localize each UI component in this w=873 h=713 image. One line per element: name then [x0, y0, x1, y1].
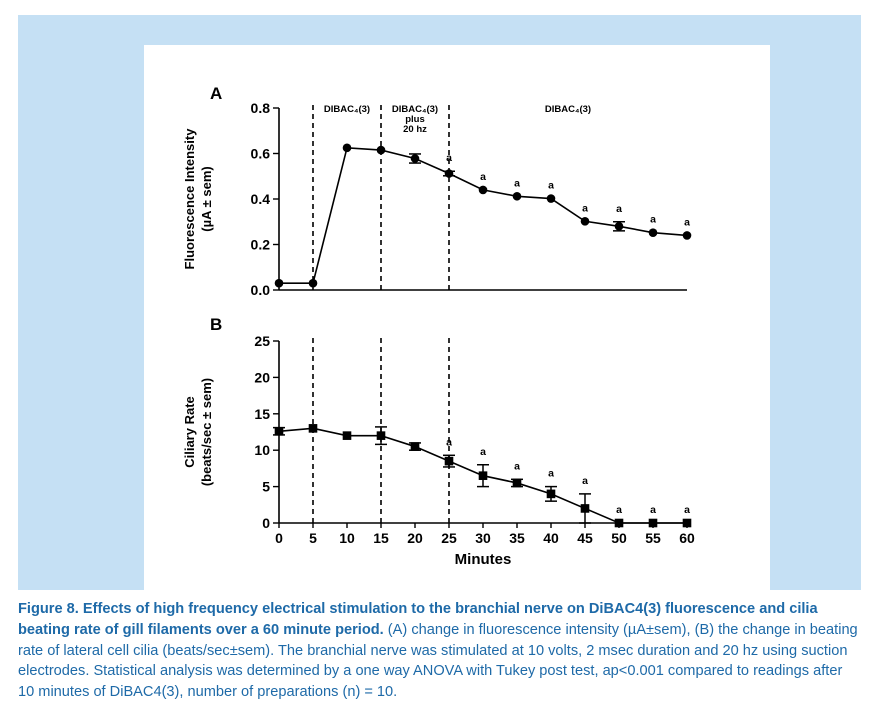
x-tick-label-b: 45 [577, 530, 593, 546]
phase-label: DIBAC₄(3) [324, 104, 370, 115]
x-tick-label-b: 20 [407, 530, 423, 546]
y-tick-label-b: 25 [254, 333, 270, 349]
data-point-b [410, 442, 420, 451]
y-tick-label-a: 0.0 [251, 282, 271, 298]
x-axis-label: Minutes [455, 551, 512, 568]
figure-panel: A 0.0 0.2 0.4 0.6 0.8 Fluorescence Intensity (µ… [18, 15, 861, 590]
significance-marker-b: a [446, 436, 452, 448]
data-point-a [376, 145, 386, 155]
chart-svg: A 0.0 0.2 0.4 0.6 0.8 Fluorescence Intensity (µ… [182, 84, 695, 568]
data-point-a [308, 278, 318, 288]
chart-panel-a: A 0.0 0.2 0.4 0.6 0.8 Fluorescence Intensity (µ… [182, 84, 692, 298]
phase-label-line: DIBAC₄(3) [324, 104, 370, 115]
significance-marker-a: a [650, 214, 656, 226]
data-point-b [580, 504, 590, 513]
y-axis-unit-b: (beats/sec ± sem) [199, 378, 214, 486]
phase-label: DIBAC₄(3) [545, 104, 591, 115]
data-point-b [444, 456, 454, 466]
y-tick-label-b: 15 [254, 406, 270, 422]
data-point-a [274, 278, 284, 288]
data-point-b [274, 426, 284, 436]
data-point-a [512, 191, 522, 201]
plot-card: A 0.0 0.2 0.4 0.6 0.8 Fluorescence Intensity (µ… [144, 45, 770, 590]
y-tick-label-b: 5 [262, 479, 270, 495]
x-tick-label-b: 15 [373, 530, 389, 546]
x-tick-label-b: 25 [441, 530, 457, 546]
data-point-a [614, 222, 624, 231]
series-line-a [279, 146, 688, 284]
significance-marker-a: a [684, 216, 690, 228]
y-tick-label-a: 0.4 [251, 191, 271, 207]
data-point-b [308, 424, 318, 433]
significance-marker-b: a [548, 468, 554, 480]
data-point-a [648, 228, 658, 237]
significance-marker-a: a [548, 180, 554, 192]
data-point-a [546, 194, 556, 203]
data-point-a [342, 143, 352, 153]
significance-marker-b: a [650, 504, 656, 516]
data-point-a [478, 185, 488, 195]
phase-label-line: DIBAC₄(3) [545, 104, 591, 115]
chart-panel-b: B 0 5 10 15 20 25 Ciliary Rate (beats/sec ± sem)… [182, 315, 695, 568]
phase-label-line: 20 hz [403, 124, 427, 135]
y-tick-label-a: 0.6 [251, 146, 271, 162]
x-tick-label-b: 0 [275, 530, 283, 546]
x-tick-label-b: 60 [679, 530, 695, 546]
significance-marker-a: a [446, 152, 452, 164]
panel-label-a: A [210, 84, 222, 103]
data-point-b [376, 431, 386, 440]
y-axis-label-a: Fluorescence Intensity [182, 128, 197, 270]
significance-marker-b: a [684, 504, 690, 516]
y-tick-label-a: 0.2 [251, 237, 271, 253]
x-tick-label-b: 30 [475, 530, 491, 546]
data-point-a [580, 216, 590, 226]
significance-marker-b: a [616, 504, 622, 516]
significance-marker-b: a [514, 460, 520, 472]
x-tick-label-b: 55 [645, 530, 661, 546]
figure-caption: Figure 8. Effects of high frequency elec… [18, 599, 861, 703]
data-point-a [410, 154, 420, 163]
phase-label-line: plus [405, 114, 425, 125]
data-point-b [342, 431, 352, 440]
x-tick-label-b: 5 [309, 530, 317, 546]
significance-marker-b: a [480, 446, 486, 458]
y-axis-unit-a: (µA ± sem) [199, 166, 214, 231]
data-point-b [546, 489, 556, 499]
x-tick-label-b: 50 [611, 530, 627, 546]
x-tick-label-b: 35 [509, 530, 525, 546]
y-tick-label-b: 20 [254, 369, 270, 385]
y-tick-label-a: 0.8 [251, 100, 271, 116]
phase-label-line: DIBAC₄(3) [392, 104, 438, 115]
y-axis-label-b: Ciliary Rate [182, 396, 197, 468]
y-tick-label-b: 0 [262, 515, 270, 531]
significance-marker-b: a [582, 475, 588, 487]
significance-marker-a: a [616, 203, 622, 215]
significance-marker-a: a [582, 202, 588, 214]
significance-marker-a: a [480, 171, 486, 183]
panel-label-b: B [210, 315, 222, 334]
caption-title: Figure 8. Effects of high frequency elec… [18, 601, 818, 638]
data-point-a [682, 231, 692, 240]
caption-body: (A) change in fluorescence intensity (µA… [18, 621, 858, 701]
x-tick-label-b: 10 [339, 530, 355, 546]
y-tick-label-b: 10 [254, 442, 270, 458]
significance-marker-a: a [514, 177, 520, 189]
data-point-b [478, 471, 488, 480]
data-point-a [444, 169, 454, 178]
x-tick-label-b: 40 [543, 530, 559, 546]
data-point-b [512, 478, 522, 488]
